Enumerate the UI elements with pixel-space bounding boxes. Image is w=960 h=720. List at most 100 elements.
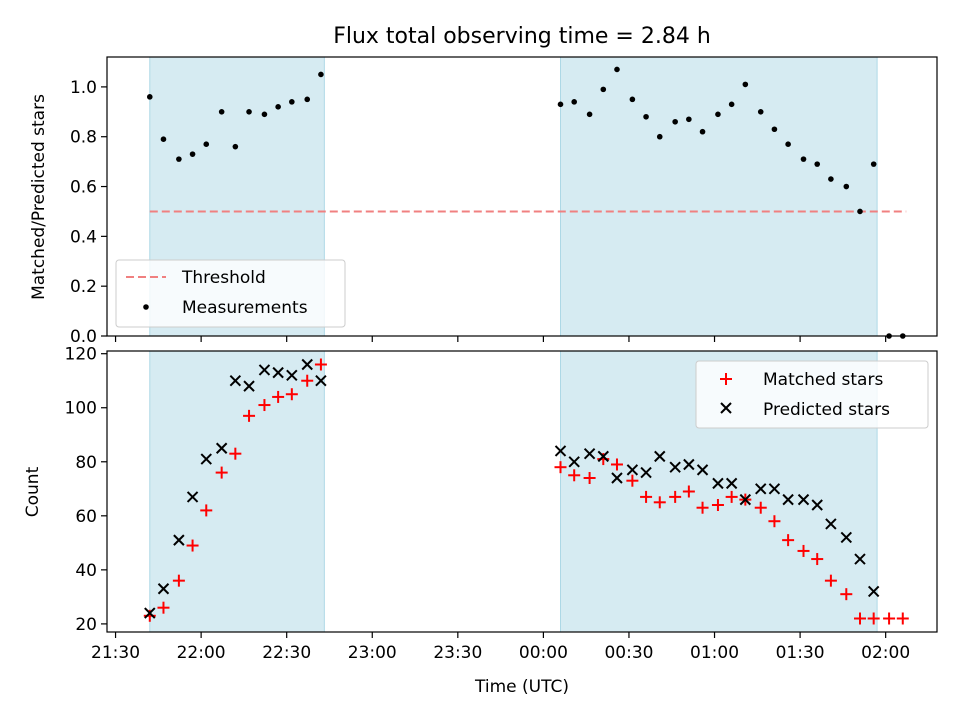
measurement-point: [614, 66, 620, 73]
predicted-star-point: [811, 499, 823, 511]
matched-star-point: [258, 399, 271, 412]
predicted-star-point: [583, 447, 596, 460]
predicted-star-point: [725, 477, 738, 490]
measurement-point: [771, 126, 778, 133]
predicted-star-point: [712, 477, 724, 490]
matched-star-point: [243, 409, 256, 422]
legend-measurements-swatch: [143, 304, 149, 310]
bottom-y-tick-label: 40: [75, 561, 97, 581]
predicted-star-point: [867, 585, 880, 598]
count-points: [143, 358, 909, 625]
predicted-star-point: [173, 534, 185, 546]
matched-star-point: [186, 539, 199, 552]
predicted-star-point: [144, 607, 156, 619]
measurement-point: [843, 183, 850, 190]
legend-measurements-label: Measurements: [182, 298, 308, 318]
measurement-point: [304, 96, 311, 103]
matched-star-point: [696, 501, 709, 514]
measurement-point: [160, 136, 167, 143]
predicted-star-point: [568, 456, 580, 468]
matched-star-point: [853, 612, 866, 625]
matched-star-point: [754, 501, 767, 514]
x-tick-label: 00:00: [519, 643, 568, 663]
matched-star-point: [229, 447, 242, 460]
top-panel: 0.0 0.2 0.4 0.6 0.8 1.0 Matched/Predicted sta…: [29, 56, 938, 347]
predicted-star-point: [782, 493, 794, 506]
matched-star-point: [896, 612, 909, 625]
measurement-point: [699, 128, 706, 135]
matched-star-point: [314, 358, 327, 371]
bottom-panel: 21:30 22:00 22:30 23:00 23:30 00:00 00:30 01:00…: [23, 345, 938, 697]
predicted-star-point: [215, 442, 228, 454]
predicted-star-point: [286, 369, 298, 382]
measurement-point: [857, 208, 863, 215]
measurement-point: [800, 156, 807, 162]
matched-star-point: [200, 504, 213, 517]
predicted-star-point: [755, 483, 767, 495]
matched-star-point: [768, 515, 781, 528]
measurement-point: [686, 116, 692, 123]
predicted-star-point: [554, 445, 567, 457]
top-y-tick-label: 0.6: [70, 178, 97, 198]
bottom-legend: Matched stars Predicted stars: [695, 360, 929, 429]
predicted-star-point: [797, 493, 810, 506]
measurement-point: [176, 156, 182, 162]
measurement-point: [600, 86, 607, 93]
predicted-star-point: [683, 458, 695, 471]
matched-star-point: [568, 469, 581, 482]
legend-matched-swatch: [720, 373, 732, 385]
measurement-point: [870, 161, 877, 167]
x-tick-label: 01:30: [776, 643, 825, 663]
bottom-y-axis-label: Count: [23, 466, 43, 517]
measurement-point: [757, 109, 764, 115]
predicted-star-point: [272, 366, 284, 379]
measurement-point: [318, 71, 324, 78]
top-shaded-intervals: [149, 56, 878, 337]
legend-predicted-label: Predicted stars: [763, 400, 890, 420]
bottom-y-tick-label: 80: [75, 453, 97, 473]
matched-star-point: [583, 471, 596, 484]
matched-star-point: [157, 601, 170, 614]
matched-star-point: [215, 466, 228, 479]
top-y-tick-label: 1.0: [70, 78, 97, 98]
matched-star-point: [653, 496, 666, 509]
predicted-star-point: [315, 375, 327, 387]
predicted-star-point: [200, 453, 212, 465]
top-y-ticks: 0.0 0.2 0.4 0.6 0.8 1.0: [70, 78, 107, 347]
matched-star-point: [811, 553, 824, 566]
top-axes-frame: [106, 56, 938, 337]
matched-star-point: [272, 390, 285, 403]
predicted-star-point: [157, 583, 170, 595]
predicted-star-point: [301, 358, 313, 371]
predicted-star-point: [640, 466, 652, 479]
measurement-point: [828, 176, 834, 182]
bottom-y-tick-label: 20: [75, 615, 97, 635]
matched-star-point: [285, 388, 298, 401]
measurement-point: [232, 143, 239, 150]
predicted-star-point: [768, 483, 781, 495]
matched-star-point: [610, 458, 623, 471]
measurement-point: [785, 141, 791, 147]
matched-star-point: [172, 574, 185, 587]
measurement-point: [586, 111, 593, 118]
legend-predicted-swatch: [720, 402, 732, 414]
top-y-axis-label: Matched/Predicted stars: [29, 94, 49, 300]
predicted-star-point: [825, 518, 837, 530]
measurement-point: [715, 111, 721, 118]
matched-star-point: [824, 574, 837, 587]
legend-threshold-label: Threshold: [181, 268, 266, 288]
x-tick-label: 22:30: [262, 643, 311, 663]
measurement-point: [643, 113, 649, 120]
measurement-point: [814, 161, 821, 167]
top-y-tick-label: 0.4: [70, 227, 97, 247]
bottom-x-ticks: 21:30 22:00 22:30 23:00 23:30 00:00 00:30 01:00…: [91, 632, 910, 663]
legend-matched-label: Matched stars: [763, 370, 883, 390]
top-legend: Threshold Measurements: [115, 259, 346, 328]
measurement-point: [146, 94, 153, 100]
measurement-point: [203, 141, 210, 147]
predicted-star-point: [696, 464, 709, 476]
bottom-legend-box: [695, 360, 929, 429]
predicted-star-point: [229, 375, 242, 387]
shaded-interval-top: [560, 56, 878, 337]
